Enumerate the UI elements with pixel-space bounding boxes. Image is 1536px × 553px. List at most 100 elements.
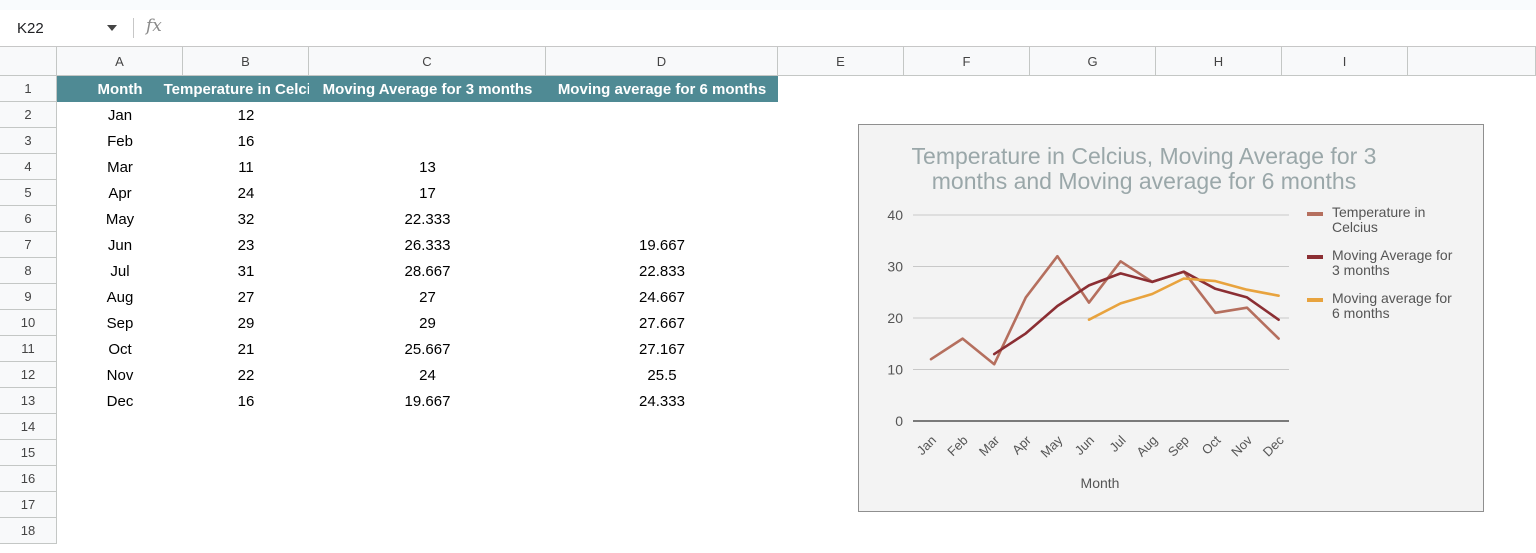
table-cell[interactable]: 24.333 xyxy=(639,392,685,410)
table-cell[interactable]: Apr xyxy=(108,184,132,202)
name-box[interactable]: K22 xyxy=(0,10,133,46)
table-cell[interactable]: 16 xyxy=(237,132,255,150)
table-cell[interactable] xyxy=(546,180,778,206)
chart-title-line-1: Temperature in Celcius, Moving Average f… xyxy=(911,143,1377,169)
table-cell[interactable]: Mar xyxy=(107,158,133,176)
column-header-g[interactable]: G xyxy=(1030,47,1156,76)
row-header-15[interactable]: 15 xyxy=(0,440,57,466)
column-header-a[interactable]: A xyxy=(57,47,183,76)
table-cell[interactable] xyxy=(546,128,778,154)
table-cell[interactable]: 29 xyxy=(237,314,255,332)
row-header-18[interactable]: 18 xyxy=(0,518,57,544)
legend-label: 3 months xyxy=(1332,262,1390,278)
row-header-8[interactable]: 8 xyxy=(0,258,57,284)
fx-icon: fx xyxy=(146,16,162,36)
y-tick-label: 20 xyxy=(887,310,903,326)
table-cell[interactable]: 27 xyxy=(237,288,255,306)
header-cell[interactable]: Moving average for 6 months xyxy=(546,76,778,102)
row-header-5[interactable]: 5 xyxy=(0,180,57,206)
column-header-c[interactable]: C xyxy=(309,47,546,76)
legend-label: 6 months xyxy=(1332,305,1390,321)
table-cell[interactable]: 12 xyxy=(237,106,255,124)
table-cell[interactable]: Jun xyxy=(107,236,133,254)
table-cell[interactable]: 28.667 xyxy=(404,262,451,280)
legend-swatch-3 xyxy=(1307,298,1323,302)
table-cell[interactable]: 24.667 xyxy=(639,288,685,306)
column-header-overflow xyxy=(1408,47,1536,76)
table-cell[interactable]: Jan xyxy=(107,106,133,124)
y-tick-label: 10 xyxy=(887,362,903,378)
row-header-7[interactable]: 7 xyxy=(0,232,57,258)
row-header-11[interactable]: 11 xyxy=(0,336,57,362)
row-header-17[interactable]: 17 xyxy=(0,492,57,518)
table-cell[interactable]: 25.5 xyxy=(647,366,677,384)
table-cell[interactable]: 32 xyxy=(237,210,255,228)
table-cell[interactable] xyxy=(546,206,778,232)
row-header-12[interactable]: 12 xyxy=(0,362,57,388)
row-header-16[interactable]: 16 xyxy=(0,466,57,492)
row-header-10[interactable]: 10 xyxy=(0,310,57,336)
row-header-1[interactable]: 1 xyxy=(0,76,57,102)
table-cell[interactable] xyxy=(309,128,546,154)
table-cell[interactable]: Feb xyxy=(107,132,133,150)
row-header-2[interactable]: 2 xyxy=(0,102,57,128)
table-cell[interactable]: 31 xyxy=(237,262,255,280)
table-cell[interactable]: May xyxy=(105,210,135,228)
table-cell[interactable]: 27.167 xyxy=(639,340,685,358)
table-cell[interactable]: 21 xyxy=(237,340,255,358)
table-cell[interactable] xyxy=(309,102,546,128)
column-header-h[interactable]: H xyxy=(1156,47,1282,76)
column-header-f[interactable]: F xyxy=(904,47,1030,76)
y-tick-label: 0 xyxy=(895,413,903,429)
series-line-2 xyxy=(992,270,1280,356)
table-cell[interactable]: 23 xyxy=(237,236,255,254)
table-cell[interactable]: 22.833 xyxy=(639,262,685,280)
table-cell[interactable] xyxy=(546,154,778,180)
table-cell[interactable]: 25.667 xyxy=(404,340,451,358)
column-header-b[interactable]: B xyxy=(183,47,309,76)
header-cell[interactable]: Temperature in Celcius xyxy=(164,76,328,102)
line-chart[interactable]: Temperature in Celcius, Moving Average f… xyxy=(858,124,1484,512)
table-cell[interactable]: 16 xyxy=(237,392,255,410)
row-header-4[interactable]: 4 xyxy=(0,154,57,180)
x-tick-label: Feb xyxy=(944,433,970,459)
table-cell[interactable]: Aug xyxy=(106,288,134,306)
legend-swatch-2 xyxy=(1307,255,1323,259)
column-header-e[interactable]: E xyxy=(778,47,904,76)
table-cell[interactable]: 19.667 xyxy=(404,392,451,410)
table-cell[interactable]: 19.667 xyxy=(639,236,685,254)
table-cell[interactable]: Dec xyxy=(106,392,134,410)
row-header-3[interactable]: 3 xyxy=(0,128,57,154)
table-cell[interactable]: 26.333 xyxy=(404,236,451,254)
table-cell[interactable]: 11 xyxy=(238,158,254,176)
row-header-13[interactable]: 13 xyxy=(0,388,57,414)
row-header-6[interactable]: 6 xyxy=(0,206,57,232)
y-tick-label: 30 xyxy=(887,259,903,275)
table-cell[interactable]: Oct xyxy=(108,340,132,358)
x-tick-label: Sep xyxy=(1165,433,1192,460)
table-cell[interactable]: Nov xyxy=(106,366,134,384)
header-cell[interactable]: Moving Average for 3 months xyxy=(309,76,546,102)
row-header-14[interactable]: 14 xyxy=(0,414,57,440)
select-all-corner[interactable] xyxy=(0,47,57,76)
table-cell[interactable] xyxy=(546,102,778,128)
row-header-9[interactable]: 9 xyxy=(0,284,57,310)
table-cell[interactable]: 27 xyxy=(419,288,436,306)
chevron-down-icon[interactable] xyxy=(107,25,117,31)
table-cell[interactable]: 29 xyxy=(419,314,436,332)
column-header-i[interactable]: I xyxy=(1282,47,1408,76)
table-cell[interactable]: 22.333 xyxy=(404,210,451,228)
chart-plot: 0 10 20 30 40 Jan Feb Mar Apr May Jun Jul Aug Sep Oct N… xyxy=(887,204,1452,491)
table-cell[interactable]: 24 xyxy=(237,184,255,202)
table-cell[interactable]: 13 xyxy=(419,158,436,176)
table-cell[interactable]: 24 xyxy=(419,366,436,384)
table-cell[interactable]: 17 xyxy=(419,184,436,202)
table-cell[interactable]: 27.667 xyxy=(639,314,685,332)
table-cell[interactable]: 22 xyxy=(237,366,255,384)
column-header-d[interactable]: D xyxy=(546,47,778,76)
table-cell[interactable]: Jul xyxy=(110,262,130,280)
name-box-value: K22 xyxy=(17,19,44,37)
table-cell[interactable]: Sep xyxy=(106,314,134,332)
header-cell[interactable]: Month xyxy=(57,76,183,102)
x-tick-label: Nov xyxy=(1228,432,1255,459)
